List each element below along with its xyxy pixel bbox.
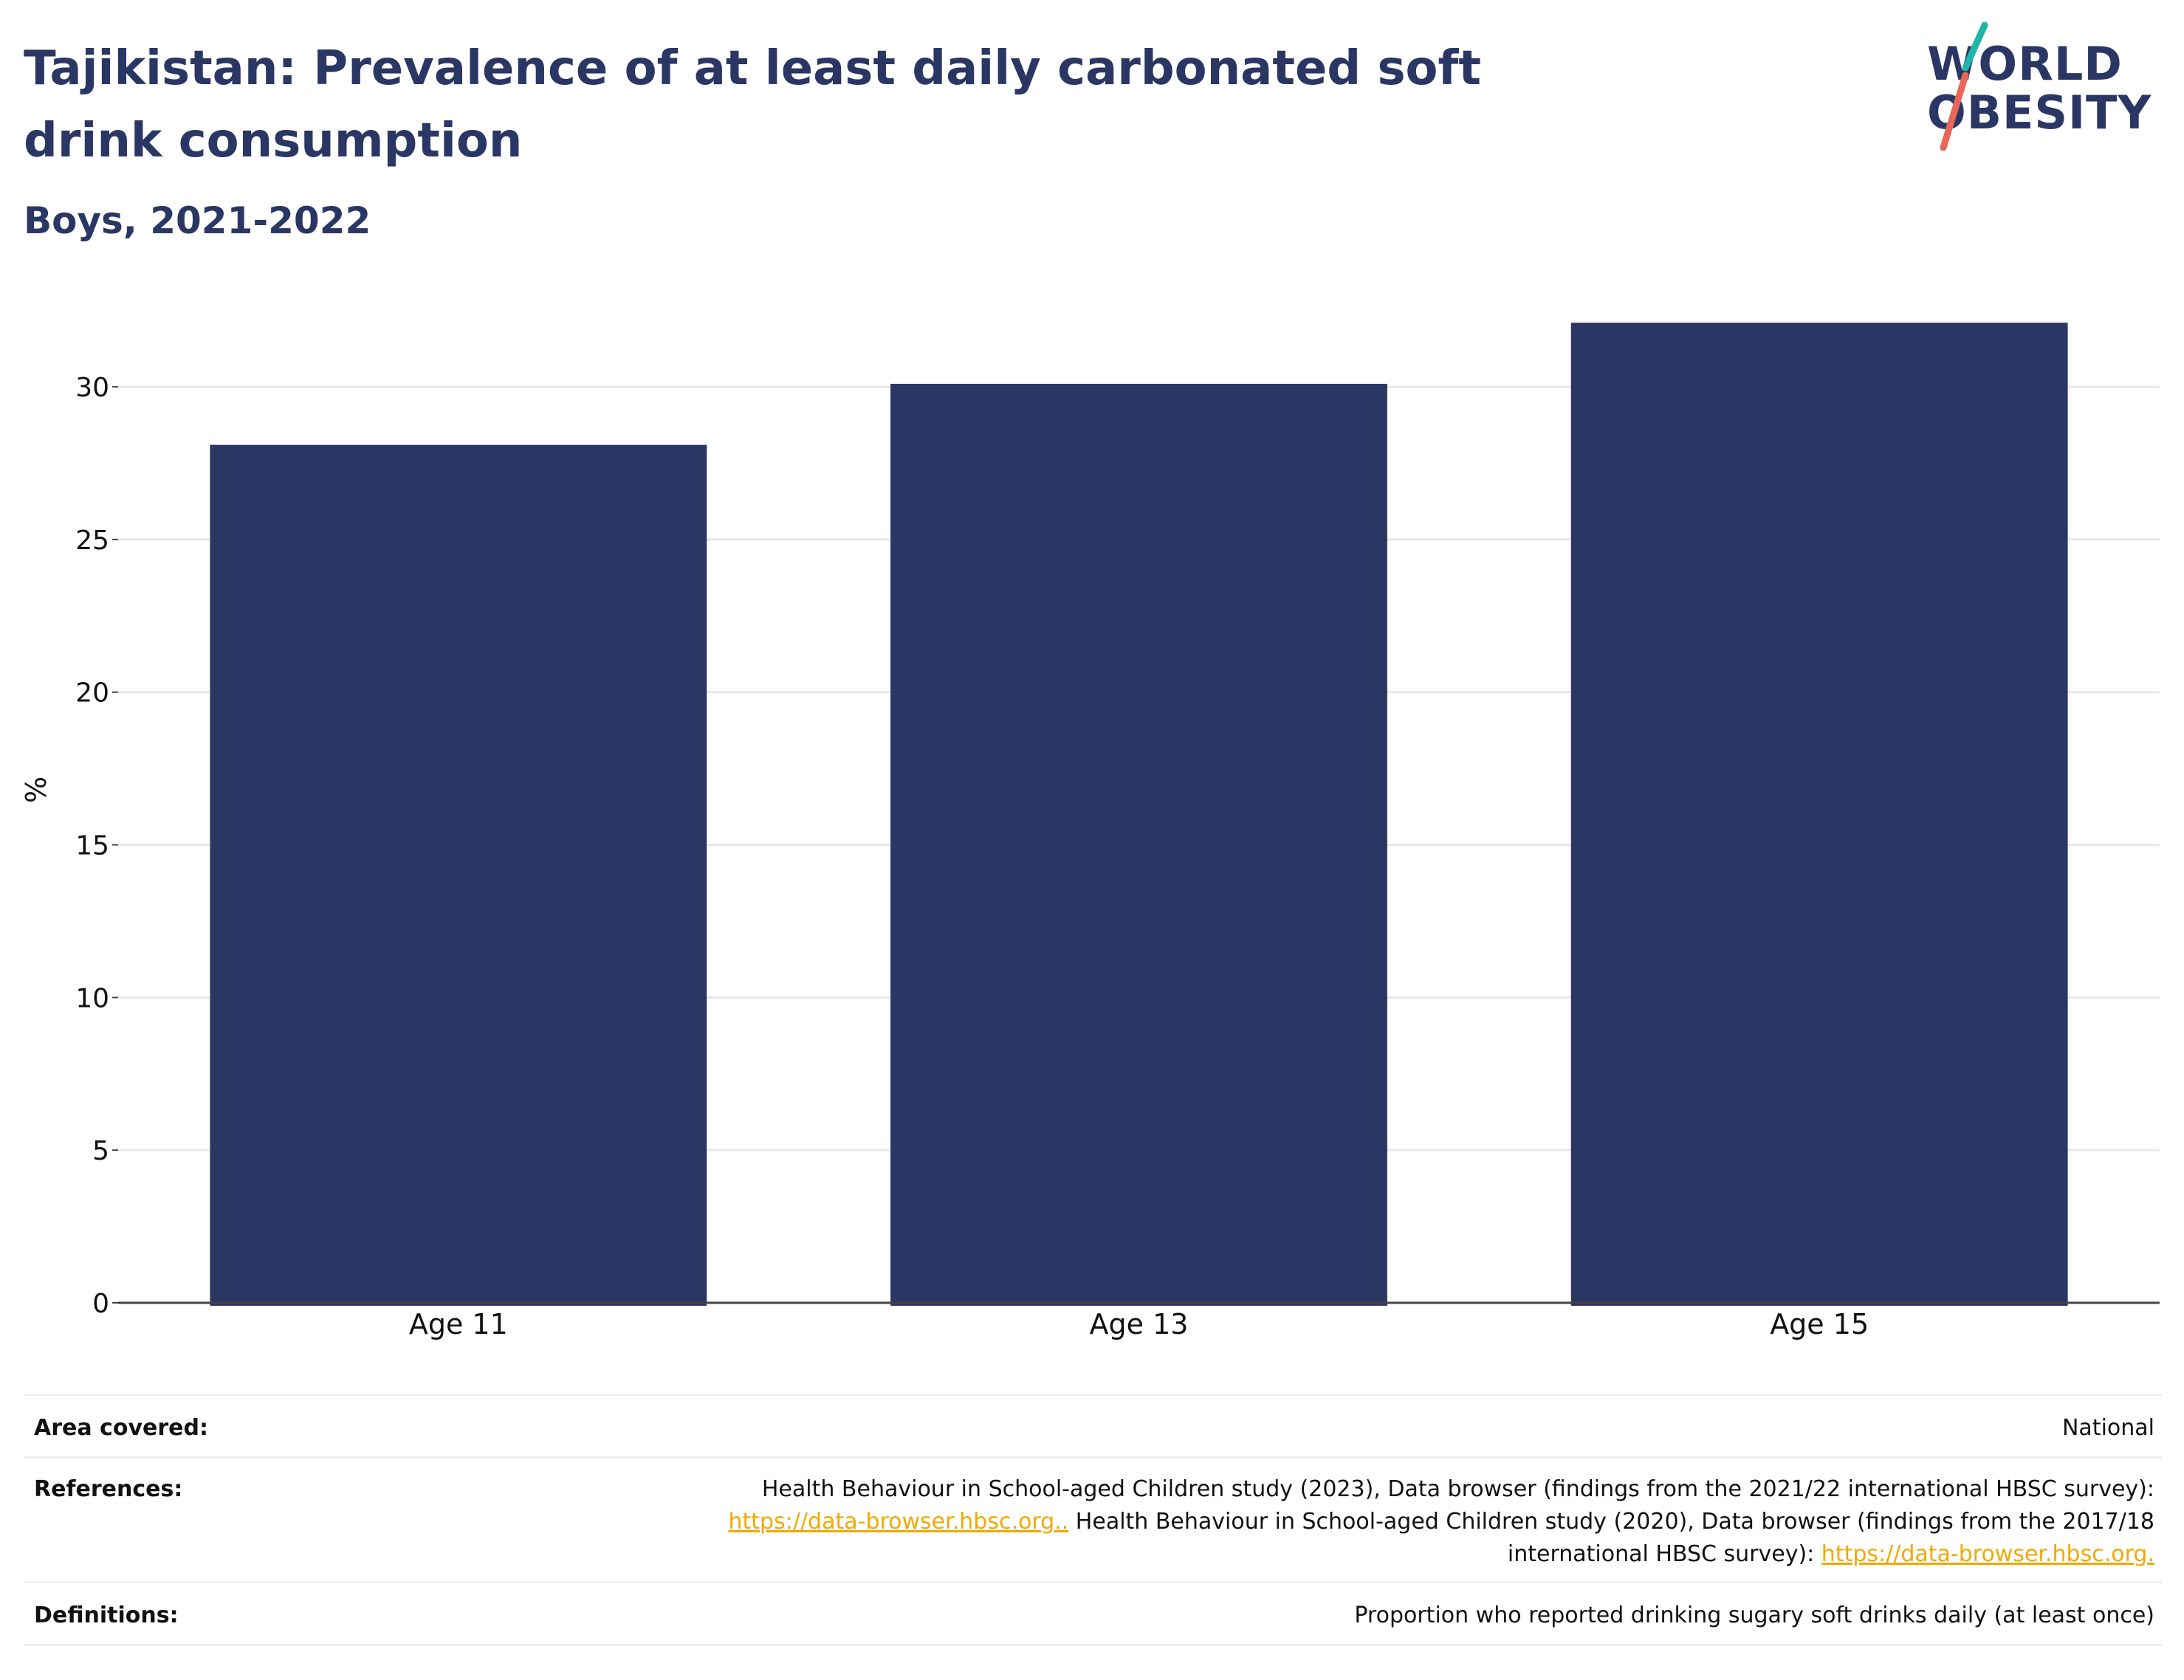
chart-title: Tajikistan: Prevalence of at least daily… [24,41,1481,168]
bars [210,323,2068,1306]
axes: 0 5 10 15 20 25 30 Age 11 Age 13 Age 15 [75,373,2160,1340]
definitions-value: Proportion who reported drinking sugary … [1354,1602,2154,1628]
reference-text-2: Health Behaviour in School-aged Children… [1068,1509,2154,1535]
logo-line2: OBESITY [1927,86,2152,140]
chart-footer: Area covered: National References: Healt… [24,1394,2162,1646]
x-tick-label: Age 15 [1770,1308,1869,1340]
y-tick-label: 5 [92,1136,109,1166]
area-covered-value: National [2061,1415,2154,1441]
references-value: Health Behaviour in School-aged Children… [729,1473,2162,1571]
bar [210,444,707,1306]
reference-link-1[interactable]: https://data-browser.hbsc.org.. [728,1509,1069,1535]
logo-slash-icon [1940,22,1988,151]
y-tick-label: 15 [75,831,109,861]
chart-subtitle: Boys, 2021-2022 [24,199,371,242]
reference-text-1: Health Behaviour in School-aged Children… [761,1476,2154,1502]
y-tick-label: 30 [75,373,109,403]
world-obesity-logo: WORLD OBESITY [1927,22,2171,155]
bar [1570,323,2068,1306]
bar [890,383,1387,1306]
area-covered-label: Area covered: [34,1415,208,1441]
footer-row-area: Area covered: National [24,1394,2162,1456]
y-tick-label: 10 [75,983,109,1013]
references-label: References: [34,1476,183,1502]
reference-link-2[interactable]: https://data-browser.hbsc.org. [1821,1541,2154,1567]
y-tick-label: 20 [75,678,109,709]
footer-row-definitions: Definitions: Proportion who reported dri… [24,1581,2162,1646]
y-axis-label: % [20,777,52,803]
y-tick-label: 25 [75,526,109,556]
x-tick-label: Age 13 [1090,1308,1189,1340]
x-tick-label: Age 11 [409,1308,508,1340]
y-tick-label: 0 [92,1289,109,1319]
footer-row-references: References: Health Behaviour in School-a… [24,1456,2162,1581]
bar-chart: 0 5 10 15 20 25 30 Age 11 Age 13 Age 15 % [20,323,2160,1340]
reference-text-3: international HBSC survey): [1507,1541,1821,1567]
definitions-label: Definitions: [34,1602,179,1628]
logo-line1: WORLD [1927,37,2123,91]
